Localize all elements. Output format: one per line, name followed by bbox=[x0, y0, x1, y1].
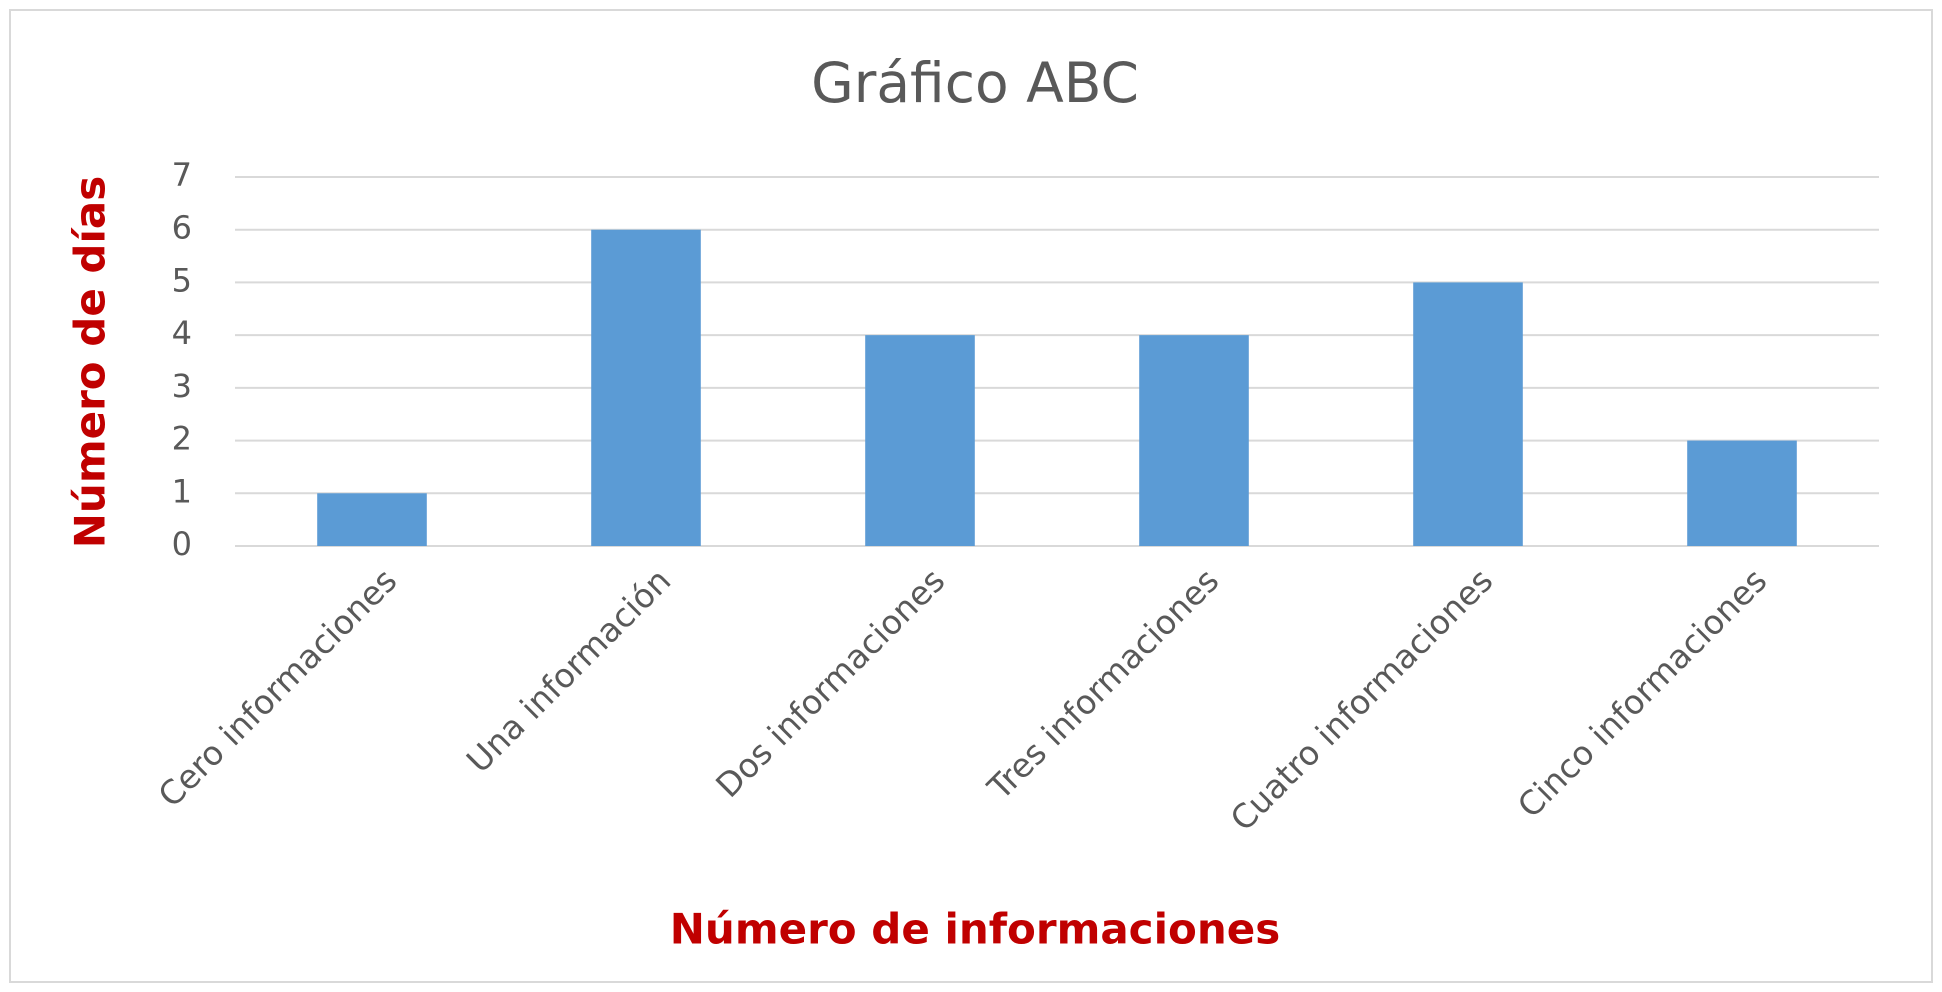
y-tick-label: 0 bbox=[172, 525, 192, 563]
bar bbox=[591, 229, 701, 546]
y-tick-label: 7 bbox=[172, 156, 192, 194]
bar bbox=[1139, 335, 1249, 546]
y-tick-label: 2 bbox=[172, 420, 192, 458]
y-tick-label: 4 bbox=[172, 314, 192, 352]
bar bbox=[317, 493, 427, 546]
chart-title: Gráfico ABC bbox=[811, 51, 1139, 115]
y-tick-label: 3 bbox=[172, 367, 192, 405]
y-axis-title: Número de días bbox=[66, 176, 115, 548]
x-axis-title: Número de informaciones bbox=[670, 905, 1280, 954]
y-tick-label: 1 bbox=[172, 472, 192, 510]
bar bbox=[1687, 440, 1797, 546]
y-tick-label: 5 bbox=[172, 261, 192, 299]
bar bbox=[1413, 282, 1523, 546]
y-tick-label: 6 bbox=[172, 209, 192, 247]
bar bbox=[865, 335, 975, 546]
